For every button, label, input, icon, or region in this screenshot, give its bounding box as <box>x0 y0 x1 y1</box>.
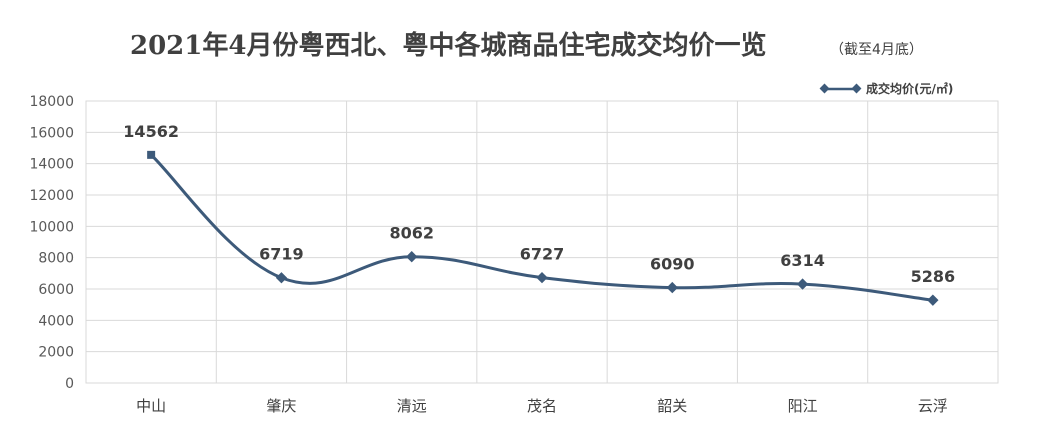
x-tick-label: 茂名 <box>527 397 557 415</box>
x-tick-label: 韶关 <box>657 397 687 415</box>
y-tick-label: 8000 <box>38 251 74 267</box>
data-point-marker <box>666 281 678 294</box>
data-point-marker <box>796 278 809 290</box>
data-label: 6090 <box>650 255 695 274</box>
y-tick-label: 4000 <box>38 313 74 329</box>
y-tick-label: 12000 <box>29 188 74 204</box>
data-label: 5286 <box>911 267 956 286</box>
y-tick-label: 2000 <box>38 345 74 361</box>
data-point-marker <box>536 271 548 284</box>
legend-marker <box>819 83 830 94</box>
data-label: 14562 <box>123 122 179 141</box>
y-axis-ticks: 0 2000 4000 6000 8000 10000 12000 14000 16000 180… <box>29 94 74 392</box>
data-point-marker <box>147 150 156 159</box>
data-labels: 14562 6719 8062 6727 6090 6314 5286 <box>123 122 955 286</box>
data-label: 8062 <box>389 224 434 243</box>
x-tick-label: 阳江 <box>788 397 818 415</box>
data-label: 6314 <box>780 251 825 270</box>
chart-title: 2021年4月份粤西北、粤中各城商品住宅成交均价一览 <box>130 30 766 61</box>
y-tick-label: 14000 <box>29 157 74 173</box>
data-point-marker <box>406 251 418 263</box>
y-tick-label: 10000 <box>29 219 74 235</box>
x-axis-categories: 中山 肇庆 清远 茂名 韶关 阳江 云浮 <box>136 397 948 415</box>
legend: 成交均价(元/㎡) <box>819 81 953 96</box>
plot-border <box>85 100 999 384</box>
y-tick-label: 6000 <box>38 282 74 298</box>
x-tick-label: 清远 <box>397 397 427 415</box>
data-label: 6727 <box>520 245 565 264</box>
chart-subtitle: （截至4月底） <box>830 42 923 58</box>
y-tick-label: 0 <box>65 376 74 392</box>
legend-marker <box>851 83 862 94</box>
y-tick-label: 16000 <box>29 125 74 141</box>
x-tick-label: 中山 <box>136 397 166 415</box>
data-point-marker <box>927 294 939 306</box>
series-markers <box>147 150 939 306</box>
y-tick-label: 18000 <box>29 94 74 110</box>
legend-label: 成交均价(元/㎡) <box>866 81 953 96</box>
x-tick-label: 肇庆 <box>266 397 296 415</box>
data-point-marker <box>275 272 288 284</box>
plot-area <box>85 100 999 384</box>
x-tick-label: 云浮 <box>918 397 948 415</box>
data-label: 6719 <box>259 245 304 264</box>
gridlines <box>86 100 998 384</box>
